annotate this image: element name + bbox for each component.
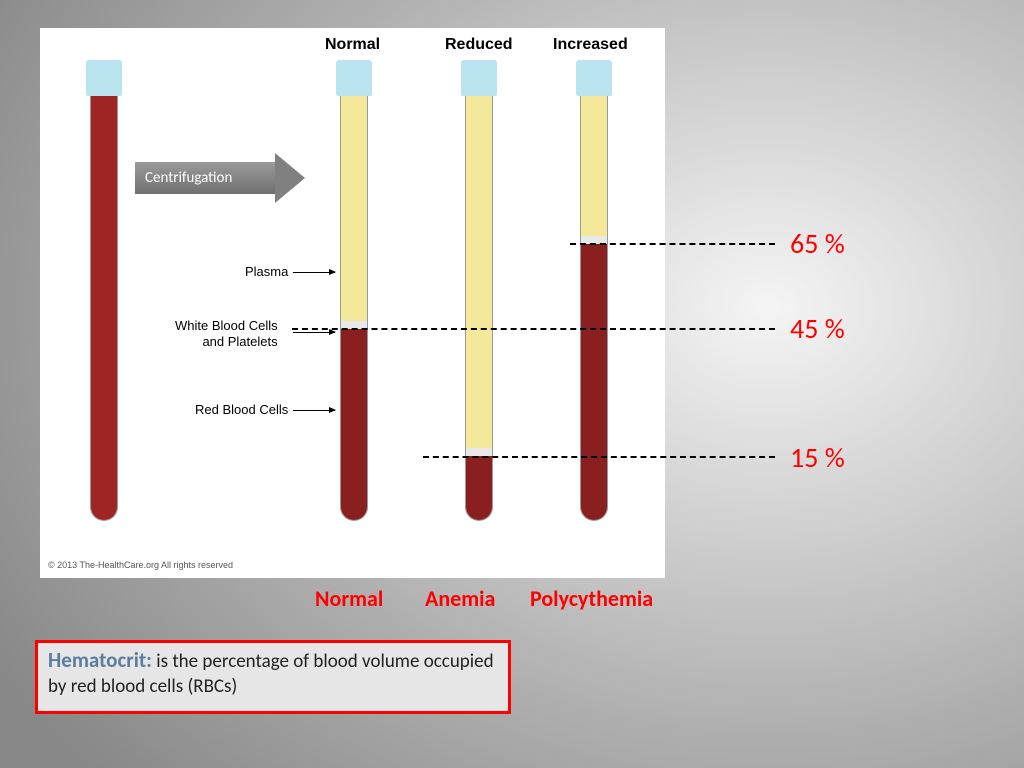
dashed-line-15 [423, 456, 775, 458]
layer-plasma [581, 96, 607, 236]
tube-body [90, 96, 118, 521]
centrifugation-label: Centrifugation [135, 162, 285, 194]
label-plasma: Plasma [245, 264, 288, 280]
tube-reduced [465, 60, 493, 521]
dashed-line-65 [570, 243, 775, 245]
definition-term: Hematocrit: [48, 647, 152, 673]
arrow-plasma-icon [293, 272, 335, 273]
layer-whole_blood [91, 96, 117, 520]
label-rbc: Red Blood Cells [195, 402, 288, 418]
label-wbc: White Blood Cells and Platelets [175, 318, 278, 351]
tube-cap [336, 60, 372, 96]
tube-cap [576, 60, 612, 96]
tube-increased [580, 60, 608, 521]
tube-cap [86, 60, 122, 96]
caption-normal: Normal [315, 585, 383, 612]
dashed-line-45 [292, 328, 775, 330]
arrow-rbc-icon [293, 410, 335, 411]
header-increased: Increased [553, 36, 628, 54]
caption-anemia: Anemia [425, 585, 495, 612]
pct-65: 65 % [790, 226, 845, 261]
arrow-head-icon [275, 153, 305, 203]
arrow-wbc-icon [293, 332, 335, 333]
copyright-text: © 2013 The-HealthCare.org All rights res… [48, 560, 233, 570]
tube-normal [340, 60, 368, 521]
header-reduced: Reduced [445, 36, 513, 54]
layer-plasma [341, 96, 367, 321]
tube-body [340, 96, 368, 521]
tube-whole [90, 60, 118, 521]
tube-cap [461, 60, 497, 96]
centrifugation-arrow: Centrifugation [135, 160, 305, 196]
layer-rbc [466, 456, 492, 520]
caption-polycythemia: Polycythemia [530, 585, 653, 612]
layer-rbc [341, 329, 367, 520]
header-normal: Normal [325, 36, 380, 54]
layer-plasma [466, 96, 492, 448]
pct-45: 45 % [790, 311, 845, 346]
definition-box: Hematocrit: is the percentage of blood v… [35, 640, 511, 714]
pct-15: 15 % [790, 440, 845, 475]
layer-rbc [581, 244, 607, 520]
